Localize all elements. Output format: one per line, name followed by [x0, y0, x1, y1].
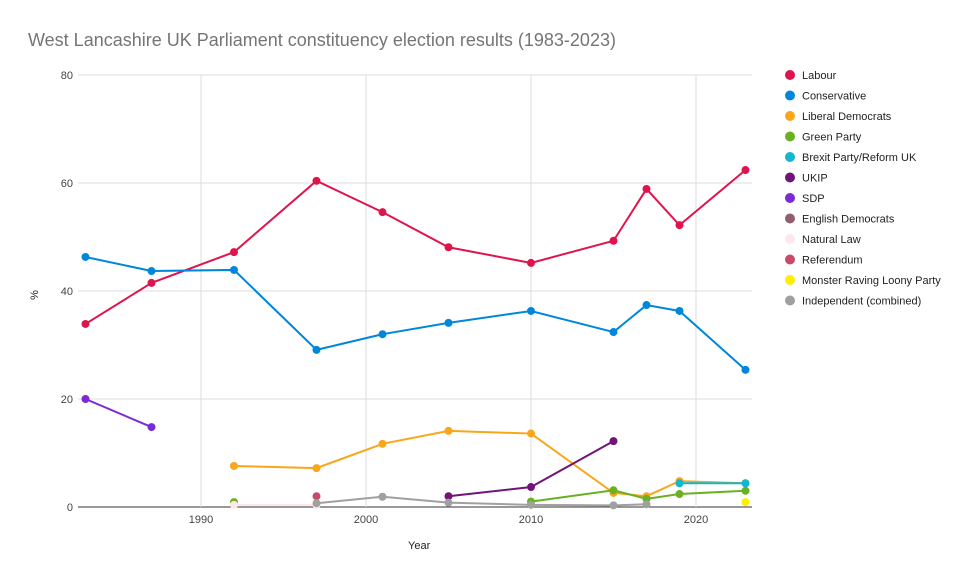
- data-point: [675, 479, 684, 488]
- x-tick-label: 2020: [684, 514, 708, 526]
- data-point: [642, 301, 651, 310]
- legend-marker: [785, 70, 795, 80]
- data-point: [609, 486, 618, 495]
- data-point: [444, 492, 453, 501]
- data-point: [642, 184, 651, 193]
- x-tick-label: 2000: [354, 514, 378, 526]
- legend-label: UKIP: [802, 173, 828, 185]
- legend-marker: [785, 111, 795, 121]
- legend-marker: [785, 152, 795, 162]
- data-point: [444, 498, 453, 507]
- y-tick-label: 0: [67, 502, 73, 514]
- legend-marker: [785, 90, 795, 101]
- chart-title: West Lancashire UK Parliament constituen…: [28, 30, 616, 50]
- data-point: [642, 500, 651, 509]
- data-point: [230, 461, 238, 470]
- legend-marker: [785, 193, 795, 203]
- legend-marker: [785, 213, 795, 224]
- y-tick-label: 60: [61, 178, 73, 190]
- data-point: [609, 328, 618, 337]
- legend-label: English Democrats: [802, 214, 895, 226]
- legend-label: SDP: [802, 193, 825, 205]
- data-point: [527, 258, 535, 267]
- data-point: [147, 278, 156, 287]
- series-line: [233, 429, 746, 498]
- data-point: [741, 498, 750, 507]
- series-line: [85, 398, 152, 429]
- x-tick-label: 1990: [189, 514, 213, 526]
- data-point: [741, 365, 750, 374]
- legend-label: Liberal Democrats: [802, 111, 892, 123]
- legend-marker: [785, 172, 795, 183]
- data-point: [741, 166, 750, 175]
- data-point: [527, 306, 535, 315]
- series-line: [316, 495, 647, 507]
- data-point: [609, 236, 618, 245]
- data-point: [81, 319, 90, 328]
- legend-label: Natural Law: [802, 234, 861, 246]
- data-point: [230, 500, 238, 509]
- data-point: [378, 330, 387, 339]
- y-tick-label: 80: [61, 70, 73, 82]
- data-point: [444, 426, 453, 435]
- data-point: [444, 318, 453, 327]
- data-point: [312, 492, 321, 501]
- data-point: [675, 306, 684, 315]
- data-point: [312, 345, 321, 354]
- legend-label: Independent (combined): [802, 296, 921, 308]
- x-axis-label: Year: [408, 540, 431, 552]
- data-point: [81, 252, 90, 261]
- legend-marker: [785, 234, 795, 244]
- data-point: [378, 439, 387, 448]
- data-point: [312, 499, 321, 508]
- data-point: [675, 490, 684, 499]
- data-point: [230, 248, 238, 257]
- data-point: [527, 429, 535, 438]
- series-line: [84, 169, 747, 325]
- series-line: [85, 256, 747, 371]
- y-tick-label: 40: [61, 286, 73, 298]
- legend-label: Brexit Party/Reform UK: [802, 152, 917, 164]
- legend-label: Conservative: [802, 91, 866, 103]
- data-point: [675, 221, 684, 230]
- legend-label: Referendum: [802, 255, 863, 267]
- legend-marker: [785, 254, 795, 265]
- legend-marker: [785, 295, 795, 306]
- legend-label: Monster Raving Loony Party: [802, 275, 941, 287]
- legend-marker: [785, 275, 795, 285]
- data-point: [378, 492, 387, 501]
- data-point: [312, 176, 321, 185]
- data-point: [81, 395, 90, 403]
- data-point: [527, 500, 535, 509]
- legend-label: Labour: [802, 70, 837, 82]
- data-point: [527, 483, 535, 492]
- data-point: [609, 437, 618, 446]
- data-point: [378, 208, 387, 217]
- legend-label: Green Party: [802, 132, 862, 144]
- series-line: [530, 489, 746, 503]
- y-axis-label: %: [29, 290, 41, 300]
- data-point: [609, 501, 618, 510]
- data-point: [230, 265, 238, 274]
- legend-marker: [785, 131, 795, 142]
- data-point: [741, 486, 750, 495]
- data-point: [444, 243, 453, 252]
- data-point: [147, 423, 156, 432]
- y-tick-label: 20: [61, 394, 73, 406]
- x-tick-label: 2010: [519, 514, 543, 526]
- data-point: [312, 464, 321, 473]
- data-point: [147, 267, 156, 276]
- data-point: [741, 479, 750, 488]
